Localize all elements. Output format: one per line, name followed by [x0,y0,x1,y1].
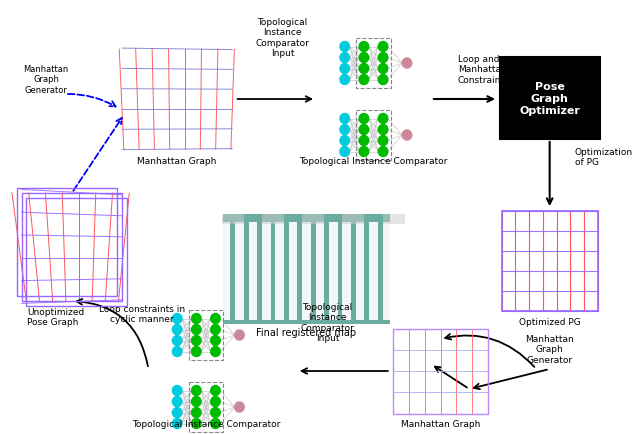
Bar [262,223,271,320]
Circle shape [211,408,220,418]
Circle shape [340,43,349,53]
Circle shape [378,147,388,157]
Bar [26,198,127,306]
Bar [262,214,284,224]
Circle shape [211,325,220,335]
Circle shape [191,408,201,418]
Circle shape [211,336,220,346]
Circle shape [191,386,201,395]
Bar [356,111,390,161]
Circle shape [359,64,369,74]
Bar [383,223,391,320]
Circle shape [359,76,369,85]
Circle shape [378,76,388,85]
Circle shape [172,325,182,335]
Circle shape [378,53,388,63]
Text: Manhattan Graph: Manhattan Graph [401,419,480,428]
Circle shape [378,136,388,146]
Text: Optimization
of PG: Optimization of PG [575,148,633,167]
Bar [22,194,122,301]
Circle shape [211,314,220,324]
Circle shape [191,397,201,407]
Bar [235,223,244,320]
Bar [356,39,390,89]
Circle shape [359,125,369,135]
Circle shape [172,408,182,418]
Bar [189,310,223,360]
Circle shape [172,314,182,324]
Bar [342,223,351,320]
Circle shape [359,136,369,146]
Circle shape [340,136,349,146]
Circle shape [172,397,182,407]
Circle shape [172,347,182,357]
Bar [289,223,298,320]
Circle shape [211,418,220,428]
Bar [302,214,324,224]
Bar [275,223,284,320]
Bar [17,188,117,296]
Circle shape [378,43,388,53]
Circle shape [340,114,349,124]
Circle shape [340,64,349,74]
Bar [316,223,324,320]
Bar [383,214,404,224]
Circle shape [340,125,349,135]
Text: Loop constraints in
cyclic manner: Loop constraints in cyclic manner [99,304,185,324]
Circle shape [378,64,388,74]
Bar [356,223,364,320]
Circle shape [340,147,349,157]
Bar [342,214,364,224]
Bar [221,214,244,224]
Circle shape [359,43,369,53]
Text: Topological Instance Comparator: Topological Instance Comparator [300,157,447,166]
Circle shape [191,418,201,428]
Circle shape [359,53,369,63]
Circle shape [211,347,220,357]
Text: Optimized PG: Optimized PG [519,317,580,326]
Bar [302,223,311,320]
Circle shape [402,131,412,141]
Circle shape [359,147,369,157]
Text: Topological
Instance
Comparator
Input: Topological Instance Comparator Input [255,18,309,58]
Circle shape [191,336,201,346]
Text: Topological
Instance
Comparator
Input: Topological Instance Comparator Input [301,302,355,342]
Circle shape [402,59,412,69]
Bar [329,223,337,320]
Text: Manhattan Graph: Manhattan Graph [138,157,217,166]
Text: Manhattan
Graph
Generator: Manhattan Graph Generator [525,334,574,364]
Bar [369,223,378,320]
Circle shape [359,114,369,124]
Text: Final registered map: Final registered map [257,327,356,337]
Circle shape [340,76,349,85]
Text: Pose
Graph
Optimizer: Pose Graph Optimizer [519,82,580,115]
Circle shape [191,314,201,324]
Text: Loop and
Manhattan
Constraints: Loop and Manhattan Constraints [458,55,509,85]
Bar [223,214,390,324]
Circle shape [172,336,182,346]
Circle shape [378,114,388,124]
Circle shape [235,402,244,412]
Text: Topological Instance Comparator: Topological Instance Comparator [132,419,280,428]
Circle shape [172,418,182,428]
Circle shape [211,397,220,407]
Circle shape [172,386,182,395]
Circle shape [211,386,220,395]
Bar [500,58,600,140]
Bar [221,223,230,320]
Circle shape [378,125,388,135]
Bar [392,329,488,414]
Circle shape [235,330,244,340]
Text: Unoptimized
Pose Graph: Unoptimized Pose Graph [27,307,84,327]
Bar [502,211,598,311]
Circle shape [340,53,349,63]
Circle shape [191,347,201,357]
Circle shape [191,325,201,335]
Bar [189,382,223,432]
Bar [248,223,257,320]
Text: Manhattan
Graph
Generator: Manhattan Graph Generator [23,65,68,95]
